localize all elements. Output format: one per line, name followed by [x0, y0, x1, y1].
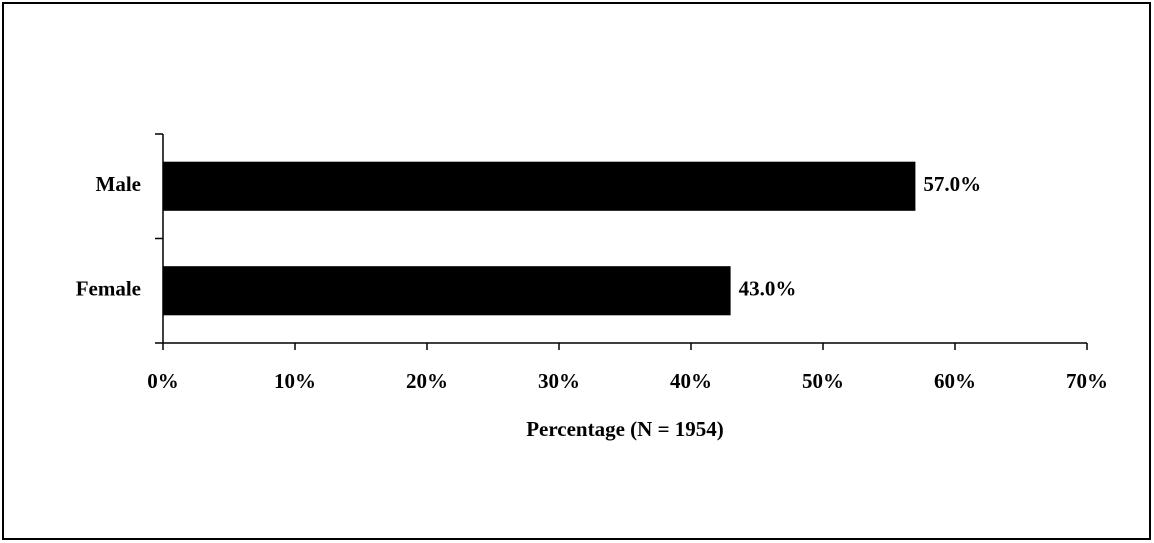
value-label: 43.0% [739, 277, 797, 301]
bar [163, 266, 731, 316]
bar [163, 161, 916, 211]
x-tick-label: 20% [406, 369, 448, 393]
x-tick-label: 40% [670, 369, 712, 393]
x-tick-label: 30% [538, 369, 580, 393]
value-label: 57.0% [923, 172, 981, 196]
x-tick-label: 0% [147, 369, 179, 393]
y-tick-label: Female [76, 277, 141, 301]
y-tick-label: Male [96, 172, 141, 196]
x-axis-label: Percentage (N = 1954) [526, 417, 724, 441]
x-tick-label: 50% [802, 369, 844, 393]
x-tick-label: 60% [934, 369, 976, 393]
x-tick-label: 70% [1066, 369, 1108, 393]
x-tick-label: 10% [274, 369, 316, 393]
